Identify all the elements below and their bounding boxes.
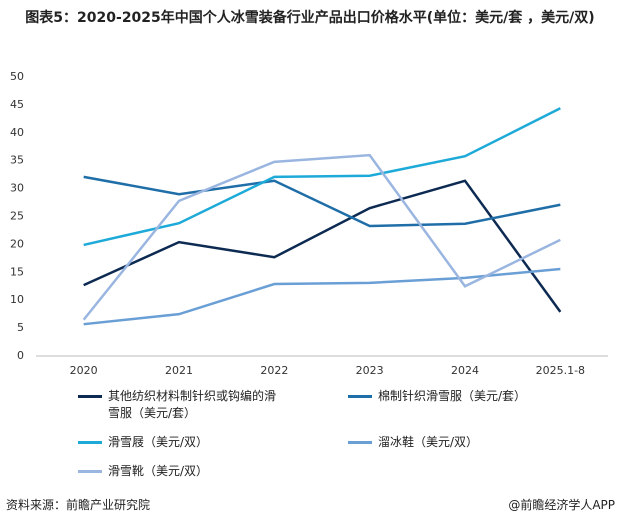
x-tick-label: 2022 (260, 364, 288, 377)
y-tick-label: 45 (10, 98, 24, 111)
legend-label: 其他纺织材料制针织或钩编的滑雪服（美元/套） (108, 389, 277, 420)
chart-title: 图表5：2020-2025年中国个人冰雪装备行业产品出口价格水平(单位：美元/套… (25, 10, 595, 26)
legend-item: 溜冰鞋（美元/双） (348, 434, 618, 451)
legend-label: 溜冰鞋（美元/双） (378, 435, 479, 449)
legend-swatch (348, 441, 372, 444)
x-tick-label: 2023 (356, 364, 384, 377)
legend-swatch (78, 470, 102, 473)
y-tick-label: 15 (10, 265, 24, 278)
y-tick-label: 20 (10, 237, 24, 250)
y-tick-label: 35 (10, 154, 24, 167)
legend-swatch (348, 395, 372, 398)
x-tick-label: 2020 (70, 364, 98, 377)
line-series (83, 107, 561, 247)
legend-swatch (78, 395, 102, 398)
y-tick-label: 25 (10, 210, 24, 223)
source: 资料来源：前瞻产业研究院 (6, 498, 151, 512)
legend-swatch (78, 441, 102, 444)
line-series (82, 153, 561, 321)
line-series (83, 267, 561, 326)
line-series (83, 179, 562, 313)
y-tick-label: 10 (10, 293, 24, 306)
y-tick-label: 40 (10, 126, 24, 139)
legend-item: 滑雪屐（美元/双） (78, 434, 348, 451)
legend-item: 其他纺织材料制针织或钩编的滑雪服（美元/套） (78, 388, 348, 422)
brand: @前瞻经济学人APP (508, 498, 615, 512)
legend-item: 滑雪靴（美元/双） (78, 463, 348, 480)
y-tick-label: 50 (10, 70, 24, 83)
line-series (83, 175, 561, 228)
legend-label: 棉制针织滑雪服（美元/套） (378, 389, 527, 403)
y-tick-label: 30 (10, 182, 24, 195)
legend-label: 滑雪屐（美元/双） (108, 435, 209, 449)
y-tick-label: 5 (17, 321, 24, 334)
legend: 其他纺织材料制针织或钩编的滑雪服（美元/套） 棉制针织滑雪服（美元/套） 滑雪屐（美… (78, 388, 618, 492)
x-tick-label: 2021 (165, 364, 193, 377)
x-tick-label: 2024 (451, 364, 479, 377)
y-tick-label: 0 (17, 349, 24, 362)
x-tick-label: 2025.1-8 (536, 364, 585, 377)
legend-item: 棉制针织滑雪服（美元/套） (348, 388, 618, 422)
legend-label: 滑雪靴（美元/双） (108, 464, 209, 478)
